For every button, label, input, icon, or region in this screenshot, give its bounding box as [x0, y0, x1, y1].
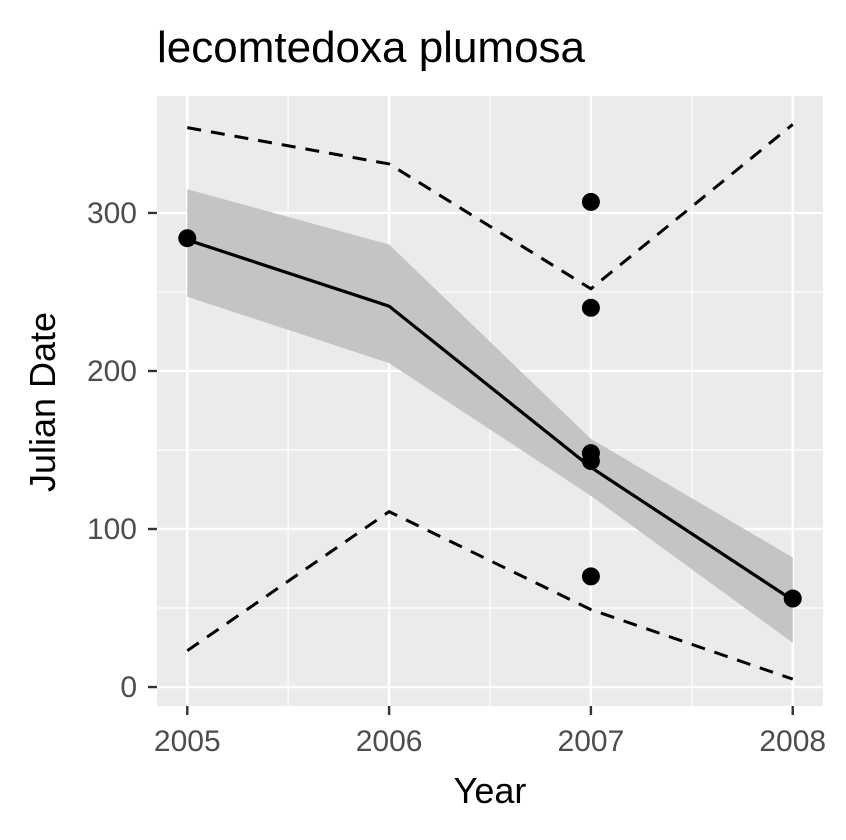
data-point — [581, 192, 600, 211]
data-point — [783, 589, 802, 608]
data-point — [178, 229, 197, 248]
confidence-band — [187, 189, 793, 643]
data-point — [581, 298, 600, 317]
x-tick-label: 2005 — [154, 725, 221, 758]
observation-points-layer — [178, 192, 802, 608]
confidence-band-layer — [187, 189, 793, 643]
lower-bound-line — [186, 509, 794, 681]
y-tick-label: 300 — [87, 197, 137, 230]
fit-line-layer — [186, 238, 794, 602]
data-point — [581, 452, 600, 471]
data-point — [581, 567, 600, 586]
bound-lines-layer — [186, 123, 794, 681]
y-axis-title: Julian Date — [22, 312, 63, 492]
y-tick-label: 0 — [120, 671, 137, 704]
x-tick-label: 2008 — [759, 725, 826, 758]
x-tick-label: 2007 — [558, 725, 625, 758]
x-tick-label: 2006 — [356, 725, 423, 758]
fit-line — [186, 238, 794, 602]
x-axis-title: Year — [454, 770, 527, 811]
upper-bound-line — [187, 123, 794, 291]
y-tick-label: 200 — [87, 355, 137, 388]
chart-title: lecomtedoxa plumosa — [157, 23, 586, 72]
y-tick-label: 100 — [87, 513, 137, 546]
x-axis: 2005 2006 2007 2008 — [154, 706, 826, 758]
y-axis: 0 100 200 300 — [87, 197, 157, 704]
